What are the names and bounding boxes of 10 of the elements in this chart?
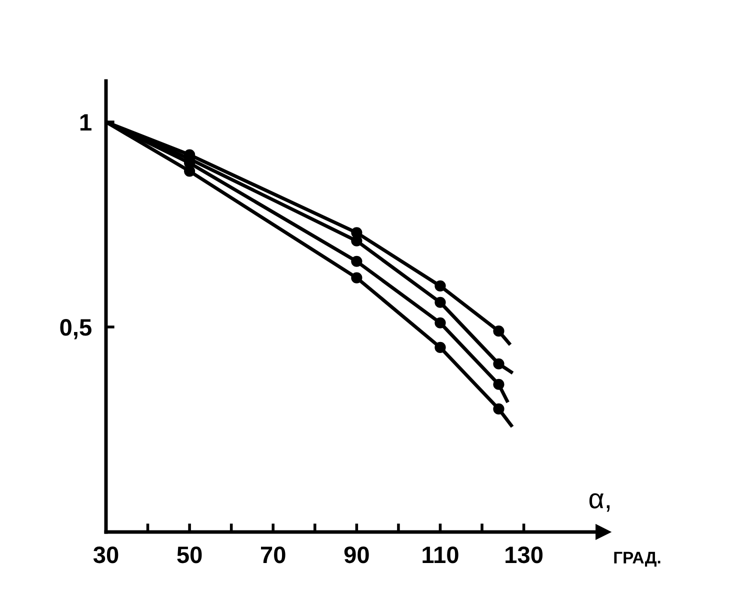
x-tick-label: 70 [261,546,286,564]
text: ГРАД. [614,552,660,567]
x-tick-label: 110 [422,546,458,564]
y-tick-label: 0,5 [60,319,92,340]
x-tick-label: 90 [344,546,369,564]
y-tick-label: 1 [80,114,92,131]
x-tick-label: 130 [506,546,543,564]
x-axis-title: α, [589,493,610,512]
x-tick-label: 30 [93,546,118,564]
x-tick-label: 50 [177,546,202,564]
